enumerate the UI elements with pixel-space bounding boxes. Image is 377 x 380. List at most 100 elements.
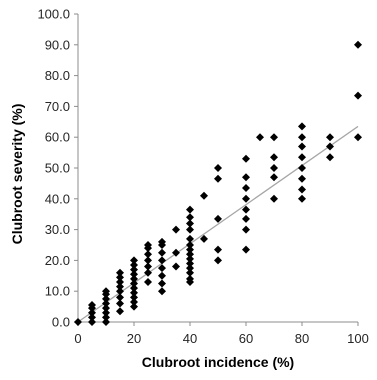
data-point — [88, 308, 96, 317]
data-point — [186, 259, 194, 268]
data-point — [116, 293, 124, 302]
data-point — [144, 262, 152, 271]
data-point — [298, 142, 306, 151]
data-point — [88, 318, 96, 326]
data-point — [116, 273, 124, 282]
data-point — [130, 270, 138, 279]
data-point — [200, 191, 208, 200]
data-point — [354, 133, 362, 142]
y-tick-label: 40.0 — [45, 191, 70, 206]
data-point — [130, 284, 138, 293]
y-tick-label: 70.0 — [45, 99, 70, 114]
data-point — [158, 237, 166, 246]
x-axis-ticks: 0 20 40 60 80 100 — [74, 322, 369, 346]
data-point — [130, 274, 138, 283]
data-point — [298, 122, 306, 131]
y-axis-title: Clubroot severity (%) — [9, 104, 25, 245]
data-point — [130, 256, 138, 265]
data-point — [214, 164, 222, 172]
x-tick-label: 80 — [295, 331, 309, 346]
data-point — [186, 254, 194, 263]
data-point — [186, 213, 194, 222]
data-point — [354, 91, 362, 100]
data-point — [102, 294, 110, 303]
data-point — [242, 245, 250, 254]
data-point — [214, 174, 222, 183]
data-point — [242, 173, 250, 182]
data-point — [130, 279, 138, 288]
data-point — [144, 250, 152, 259]
y-tick-label: 10.0 — [45, 284, 70, 299]
data-point — [102, 318, 110, 326]
data-point — [298, 164, 306, 172]
data-point — [144, 277, 152, 286]
data-point — [270, 194, 278, 203]
data-point — [102, 304, 110, 313]
data-point — [102, 287, 110, 296]
data-point — [158, 248, 166, 257]
data-point — [186, 205, 194, 214]
data-point — [116, 282, 124, 291]
x-tick-label: 20 — [127, 331, 141, 346]
data-point — [186, 241, 194, 249]
data-point — [102, 299, 110, 308]
data-point — [186, 245, 194, 254]
data-point — [326, 153, 334, 162]
data-point — [88, 313, 96, 322]
data-point — [88, 301, 96, 310]
y-tick-label: 80.0 — [45, 68, 70, 83]
data-point — [158, 256, 166, 265]
data-point — [116, 299, 124, 308]
y-axis-ticks: 0.0 10.0 20.0 30.0 40.0 50.0 60.0 70.0 80.0 90.0 1… — [37, 7, 78, 330]
x-axis-title: Clubroot incidence (%) — [142, 354, 294, 370]
data-point — [298, 194, 306, 203]
data-point — [214, 214, 222, 223]
data-point — [186, 274, 194, 283]
data-point — [74, 318, 82, 326]
data-point — [298, 133, 306, 142]
data-point — [158, 287, 166, 296]
x-tick-label: 60 — [239, 331, 253, 346]
data-point — [242, 205, 250, 214]
data-point — [186, 219, 194, 228]
data-point — [214, 256, 222, 265]
data-point — [116, 277, 124, 286]
y-tick-label: 30.0 — [45, 222, 70, 237]
data-point — [116, 307, 124, 316]
data-point — [256, 133, 264, 142]
data-point — [186, 268, 194, 277]
data-point — [158, 264, 166, 273]
data-point — [242, 225, 250, 234]
data-point — [186, 234, 194, 243]
data-point — [298, 185, 306, 194]
data-point — [354, 40, 362, 49]
data-point — [130, 302, 138, 311]
svg-text:Clubroot severity (%): Clubroot severity (%) — [9, 104, 25, 245]
data-point — [326, 133, 334, 142]
data-point — [242, 154, 250, 163]
data-point — [158, 279, 166, 288]
y-tick-label: 90.0 — [45, 37, 70, 52]
trendline — [77, 125, 359, 323]
y-tick-label: 60.0 — [45, 130, 70, 145]
data-point — [270, 164, 278, 172]
data-point — [298, 174, 306, 183]
data-point — [130, 293, 138, 302]
x-tick-label: 100 — [347, 331, 369, 346]
data-point — [172, 262, 180, 271]
y-tick-label: 100.0 — [37, 7, 70, 22]
data-point — [186, 225, 194, 234]
data-points — [74, 40, 362, 326]
data-point — [172, 225, 180, 234]
data-point — [102, 308, 110, 317]
x-tick-label: 40 — [183, 331, 197, 346]
data-point — [214, 245, 222, 254]
y-tick-label: 0.0 — [52, 315, 70, 330]
data-point — [186, 250, 194, 259]
data-point — [186, 264, 194, 273]
data-point — [130, 288, 138, 297]
data-point — [270, 133, 278, 142]
data-point — [242, 214, 250, 223]
data-point — [158, 271, 166, 280]
